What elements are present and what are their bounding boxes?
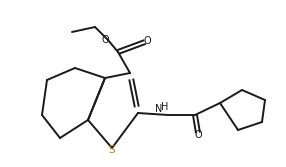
Text: O: O	[194, 130, 202, 140]
Text: O: O	[101, 35, 109, 45]
Text: S: S	[109, 145, 115, 155]
Text: H: H	[161, 102, 169, 112]
Text: N: N	[155, 104, 163, 114]
Text: O: O	[143, 36, 151, 46]
